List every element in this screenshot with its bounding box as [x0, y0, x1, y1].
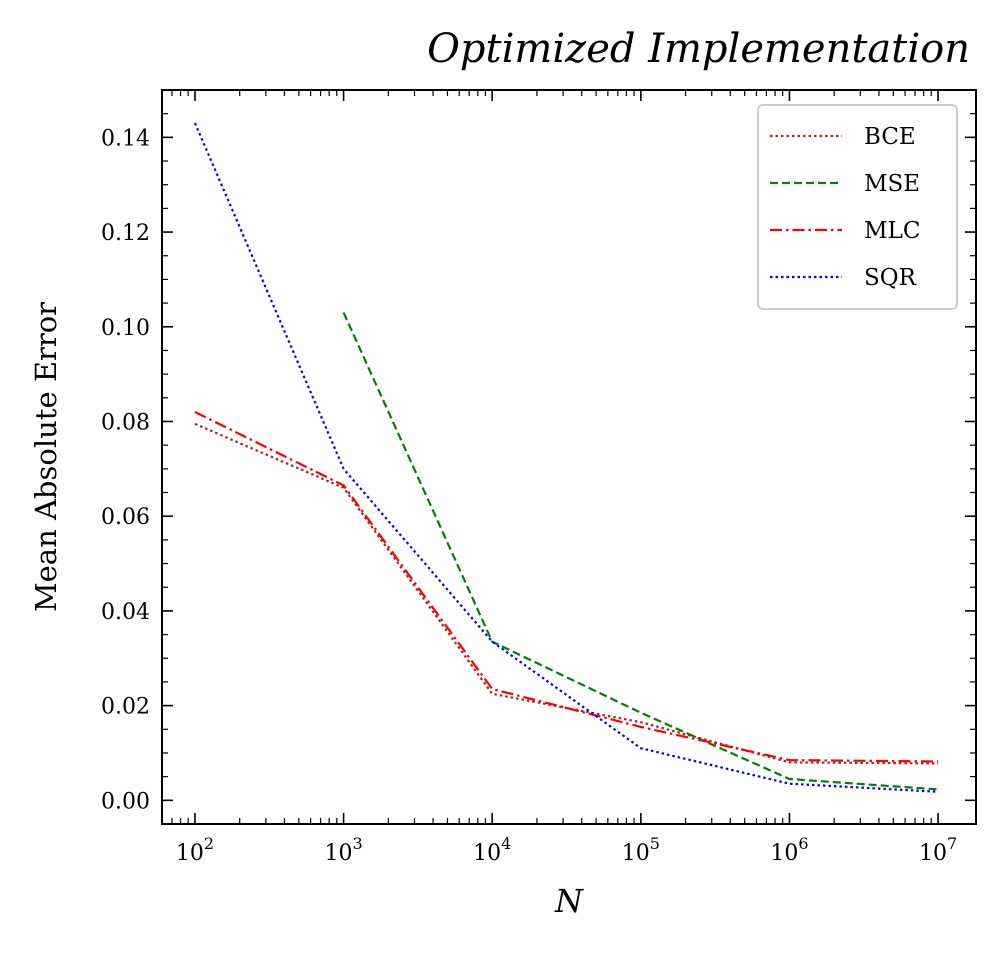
chart-title: Optimized Implementation [427, 26, 970, 72]
x-tick-label: 103 [324, 834, 362, 866]
x-tick-label: 104 [473, 834, 511, 866]
plot-area: 102 103 104 105 106 107 0.00 0.02 0.04 0.06 0.08 0.… [101, 89, 977, 866]
x-tick-label: 102 [176, 834, 214, 866]
legend-box [757, 104, 958, 310]
y-tick-label: 0.10 [101, 316, 150, 341]
legend: BCE MSE MLC SQR [757, 104, 958, 310]
y-tick-label: 0.08 [101, 410, 150, 435]
series-line-sqr [193, 122, 939, 793]
y-tick-label: 0.00 [101, 789, 150, 814]
series-line-mse [342, 312, 939, 791]
y-tick-label: 0.06 [101, 505, 150, 530]
series-line-bce [194, 422, 939, 765]
y-axis-label: Mean Absolute Error [29, 302, 63, 612]
x-tick-label: 106 [770, 834, 808, 866]
legend-label-mlc: MLC [864, 218, 920, 244]
x-axis-label: N [554, 882, 584, 920]
y-tick-label: 0.04 [101, 600, 150, 625]
y-tick-label: 0.14 [101, 126, 150, 151]
axes-frame [161, 89, 977, 825]
legend-label-mse: MSE [864, 171, 920, 197]
y-tick-label: 0.02 [101, 695, 150, 720]
legend-label-bce: BCE [864, 124, 916, 150]
x-tick-label: 107 [919, 834, 957, 866]
y-tick-label: 0.12 [101, 221, 150, 246]
legend-label-sqr: SQR [864, 265, 917, 291]
x-tick-label: 105 [622, 834, 660, 866]
series-line-mlc [194, 411, 939, 763]
